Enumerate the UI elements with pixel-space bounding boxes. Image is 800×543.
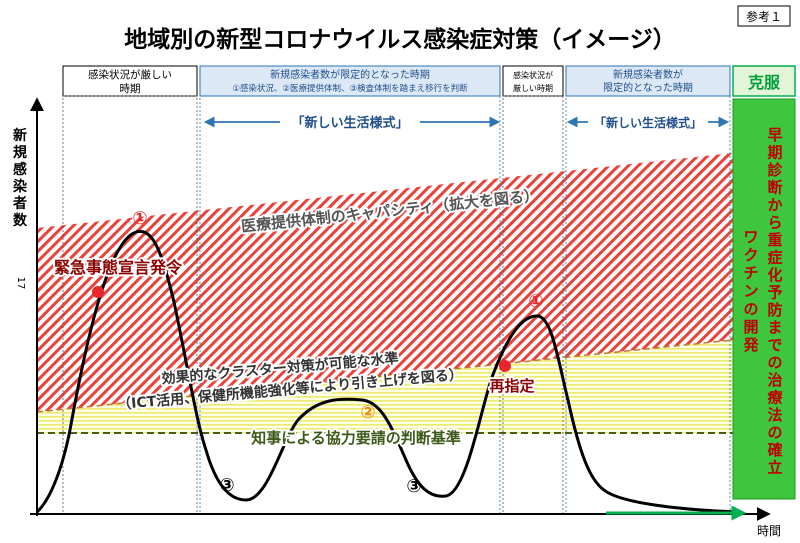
treatment-text-char: 立 [767,459,782,477]
marker-low-1: ③ [219,475,234,496]
vaccine-text-char: チ [743,264,758,282]
overcome-label: 克服 [748,73,781,92]
new-lifestyle-arrow-2: 「新しい生活様式」 [566,115,730,130]
phase-severe-1-line1: 感染状況が厳しい [88,68,172,81]
redesignation-label: 再指定 [489,377,534,395]
y-axis-label-char: 数 [13,212,28,229]
treatment-text-char: の [767,424,782,442]
emergency-dot [92,286,104,298]
redesignation-label-outline: 再指定 [489,377,534,395]
new-lifestyle-label-1: 「新しい生活様式」 [291,115,408,131]
page-number: 17 [15,277,26,290]
y-axis-label-char: 染 [13,178,28,195]
y-axis-label-char: 新 [13,127,27,144]
treatment-text-char: で [767,336,782,354]
y-axis-label: 新規感染者数 [13,127,28,229]
treatment-text-char: 治 [767,371,782,389]
treatment-text-char: 重 [767,231,782,249]
infection-curve [35,229,741,514]
treatment-text-char: 化 [767,266,782,284]
treatment-text-char: 防 [767,301,782,319]
vaccine-text-char: 発 [742,336,759,354]
treatment-text-char: 確 [766,441,782,459]
emergency-label: 緊急事態宣言発令 [54,258,183,277]
treatment-text-char: ま [767,319,782,337]
treatment-text-char: 療 [767,389,783,407]
emergency-label-outline: 緊急事態宣言発令 [54,258,183,277]
new-lifestyle-arrow-1: 「新しい生活様式」 [203,115,501,131]
phase-severe-1: 感染状況が厳しい 時期 [62,65,198,97]
phase-limited-1-line1: 新規感染者数が限定的となった時期 [270,68,430,81]
phase-limited-2: 新規感染者数が 限定的となった時期 [565,65,731,97]
phase-limited-1-line2: ①感染状況、②医療提供体制、③検査体制を踏まえ移行を判断 [232,83,468,94]
x-axis-label: 時間 [757,524,781,538]
phase-severe-2-line1: 感染状況が [513,70,553,80]
y-axis-label-char: 感 [13,161,27,178]
governor-label-outline: 知事による協力要請の判断基準 [251,429,461,447]
reference-badge: 参考１ [737,5,791,27]
medical-capacity-region [37,153,733,412]
marker-moderate: ② [360,402,375,423]
y-axis-label-char: 者 [13,196,27,212]
redesignation-dot [499,360,511,372]
treatment-text-char: ら [767,214,782,232]
treatment-text-char: 診 [767,161,783,179]
treatment-text-char: の [767,354,782,372]
phase-severe-2-line2: 厳しい時期 [513,83,553,93]
marker-low-2: ③ [406,476,421,497]
phase-limited-2-line1: 新規感染者数が [613,68,683,81]
page-title: 地域別の新型コロナウイルス感染症対策（イメージ） [124,26,676,53]
treatment-text-char: 症 [767,249,782,267]
vaccine-text-char: 開 [743,318,758,336]
cluster-threshold-line [36,339,734,413]
phase-limited-2-line2: 限定的となった時期 [603,81,693,94]
phase-limited-1: 新規感染者数が限定的となった時期 ①感染状況、②医療提供体制、③検査体制を踏まえ… [199,65,501,97]
treatment-text-char: 期 [767,144,782,162]
phase-severe-1-line2: 時期 [120,83,141,95]
treatment-text-char: 予 [767,284,782,302]
marker-peak-2: ① [528,291,543,312]
treatment-text-char: か [767,196,782,214]
marker-peak-1: ① [132,208,147,229]
vaccine-text-char: の [743,300,758,318]
treatment-text-char: 断 [767,179,782,197]
vaccine-text-char: ク [743,246,758,264]
phase-severe-2: 感染状況が 厳しい時期 [502,65,564,97]
vaccine-text-char: ン [743,282,758,300]
reference-badge-text: 参考１ [746,9,782,24]
overcome-box: 克服 [732,65,796,97]
treatment-text-char: 早 [767,126,782,144]
y-axis-label-char: 規 [13,145,27,161]
vaccine-text-char: ワ [743,228,758,246]
treatment-text-char: 法 [767,406,782,424]
new-lifestyle-label-2: 「新しい生活様式」 [594,115,702,130]
governor-label: 知事による協力要請の判断基準 [251,429,461,447]
